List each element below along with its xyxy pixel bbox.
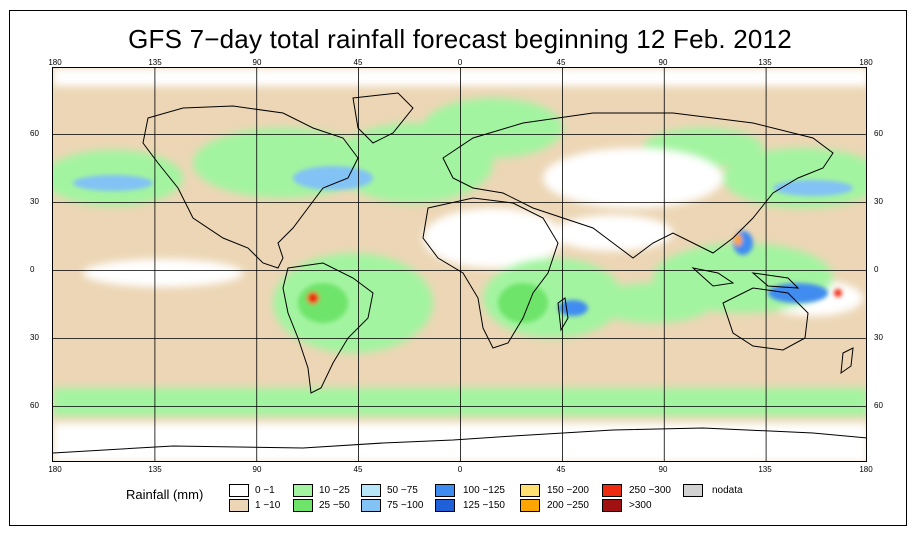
legend-label: 75 −100: [387, 500, 424, 511]
legend-swatch-nodata: [683, 484, 703, 497]
legend-label: 200 −250: [547, 500, 589, 511]
legend-label: 250 −300: [629, 485, 671, 496]
legend-title: Rainfall (mm): [126, 487, 204, 502]
legend-swatch-150-200: [520, 484, 540, 497]
lat-tick-right: 60: [874, 129, 883, 138]
lon-tick-bottom: 45: [353, 465, 363, 474]
legend-swatch-over-300: [602, 499, 622, 512]
legend-label: 1 −10: [255, 500, 281, 511]
legend-swatch-10-25: [293, 484, 313, 497]
lon-tick-bottom: 90: [252, 465, 262, 474]
legend-swatch-250-300: [602, 484, 622, 497]
legend-label: 25 −50: [319, 500, 350, 511]
map-title: GFS 7−day total rainfall forecast beginn…: [128, 24, 792, 54]
rain-field-heavy: [73, 166, 853, 323]
lat-tick-left: 60: [30, 129, 39, 138]
legend-swatch-25-50: [293, 499, 313, 512]
legend-swatch-50-75: [361, 484, 381, 497]
lon-tick-top: 180: [48, 58, 62, 67]
lat-tick-right: 60: [874, 401, 883, 410]
lon-tick-top: 0: [457, 58, 463, 67]
legend-label: 125 −150: [463, 500, 505, 511]
legend-swatch-75-100: [361, 499, 381, 512]
lon-tick-bottom: 90: [658, 465, 668, 474]
graticule: [53, 68, 866, 461]
lon-tick-bottom: 135: [758, 465, 772, 474]
lat-tick-left: 0: [30, 265, 35, 274]
lon-tick-top: 45: [353, 58, 363, 67]
lon-tick-top: 135: [148, 58, 162, 67]
lon-tick-top: 90: [252, 58, 262, 67]
legend-label: 50 −75: [387, 485, 418, 496]
legend-label: 10 −25: [319, 485, 350, 496]
lon-tick-bottom: 135: [148, 465, 162, 474]
lon-tick-top: 180: [859, 58, 873, 67]
legend-label: 100 −125: [463, 485, 505, 496]
figure-frame: [9, 10, 907, 526]
lon-tick-top: 45: [556, 58, 566, 67]
lon-tick-bottom: 45: [556, 465, 566, 474]
lat-tick-right: 0: [874, 265, 879, 274]
lon-tick-top: 90: [658, 58, 668, 67]
lon-tick-bottom: 180: [859, 465, 873, 474]
lat-tick-left: 60: [30, 401, 39, 410]
lat-tick-left: 30: [30, 197, 39, 206]
lat-tick-right: 30: [874, 333, 883, 342]
lon-tick-top: 135: [758, 58, 772, 67]
lat-tick-left: 30: [30, 333, 39, 342]
rainfall-map-canvas: [53, 68, 866, 461]
lon-tick-bottom: 0: [457, 465, 463, 474]
legend-swatch-125-150: [435, 499, 455, 512]
rainfall-map: [52, 67, 867, 462]
legend-swatch-200-250: [520, 499, 540, 512]
lon-tick-bottom: 180: [48, 465, 62, 474]
legend-swatch-1-10: [229, 499, 249, 512]
legend-label: >300: [629, 500, 652, 511]
lat-tick-right: 30: [874, 197, 883, 206]
legend-swatch-100-125: [435, 484, 455, 497]
legend-swatch-0-1: [229, 484, 249, 497]
legend-label: 0 −1: [255, 485, 275, 496]
legend-label: 150 −200: [547, 485, 589, 496]
legend-label: nodata: [712, 485, 743, 496]
coastlines: [53, 92, 866, 454]
